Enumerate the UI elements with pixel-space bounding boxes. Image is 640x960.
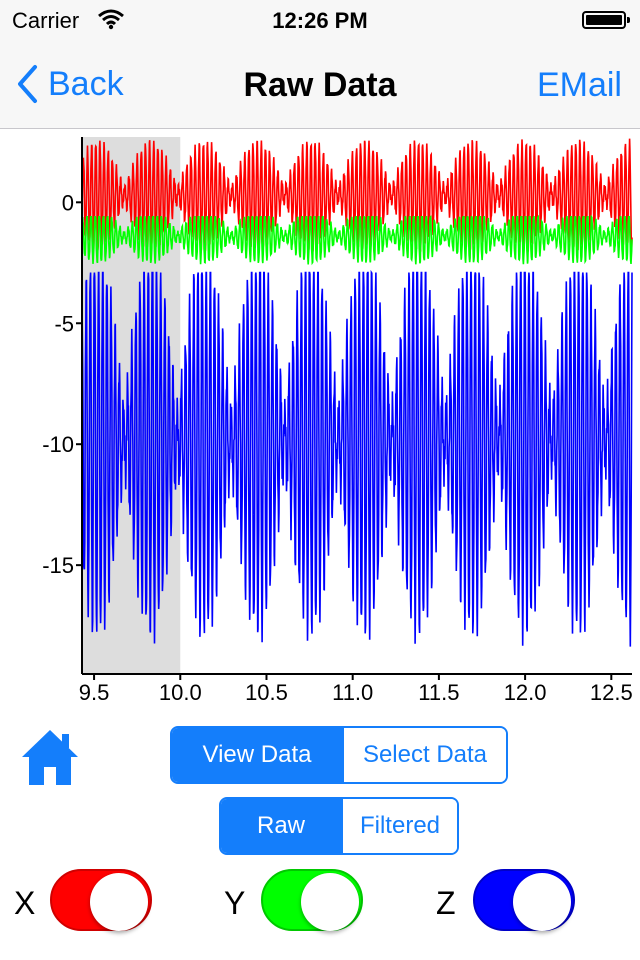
- page-title: Raw Data: [243, 66, 397, 104]
- carrier-label: Carrier: [12, 8, 80, 33]
- back-label: Back: [48, 64, 124, 103]
- x-tick-label: 12.0: [504, 680, 547, 705]
- view-data-segment[interactable]: View Data: [172, 728, 342, 782]
- x-tick-label: 9.5: [79, 680, 110, 705]
- controls-panel: View Data Select Data Raw Filtered X Y Z: [0, 707, 640, 960]
- wifi-icon: [98, 8, 124, 35]
- x-tick-label: 11.5: [418, 680, 459, 705]
- series-line-1: [81, 138, 633, 252]
- filtered-segment[interactable]: Filtered: [341, 799, 457, 853]
- raw-data-chart[interactable]: 9.5 10.0 10.5 11.0 11.5 12.0 12.5 0 -5 -10 -15: [0, 129, 640, 707]
- z-toggle-label: Z: [436, 885, 456, 921]
- y-axis-toggle[interactable]: [261, 869, 363, 931]
- battery-icon: [582, 11, 630, 29]
- data-type-segmented-control[interactable]: Raw Filtered: [219, 797, 459, 855]
- chart-svg[interactable]: 9.5 10.0 10.5 11.0 11.5 12.0 12.5 0 -5 -10 -15: [0, 129, 640, 707]
- series-line-3: [81, 269, 633, 647]
- toggle-knob: [301, 873, 359, 931]
- select-data-segment[interactable]: Select Data: [342, 728, 506, 782]
- raw-segment[interactable]: Raw: [221, 799, 341, 853]
- series-line-2: [81, 214, 633, 266]
- x-tick-label: 12.5: [590, 680, 633, 705]
- y-tick-label: -15: [42, 553, 74, 578]
- status-time: 12:26 PM: [272, 8, 368, 33]
- home-icon[interactable]: [18, 725, 82, 789]
- y-tick-label: 0: [62, 190, 74, 215]
- toggle-knob: [90, 873, 148, 931]
- y-tick-label: -5: [54, 311, 74, 336]
- status-bar: Carrier 12:26 PM: [0, 0, 640, 40]
- navigation-bar: Back Raw Data EMail: [0, 40, 640, 129]
- view-mode-segmented-control[interactable]: View Data Select Data: [170, 726, 508, 784]
- x-tick-label: 10.5: [245, 680, 288, 705]
- y-toggle-label: Y: [224, 885, 246, 921]
- email-button[interactable]: EMail: [536, 66, 622, 104]
- x-tick-label: 10.0: [159, 680, 202, 705]
- x-toggle-label: X: [14, 885, 36, 921]
- back-button[interactable]: Back: [16, 62, 124, 106]
- chevron-left-icon: [18, 65, 37, 103]
- x-axis-toggle[interactable]: [50, 869, 152, 931]
- y-tick-label: -10: [42, 432, 74, 457]
- toggle-knob: [513, 873, 571, 931]
- x-tick-label: 11.0: [332, 680, 373, 705]
- z-axis-toggle[interactable]: [473, 869, 575, 931]
